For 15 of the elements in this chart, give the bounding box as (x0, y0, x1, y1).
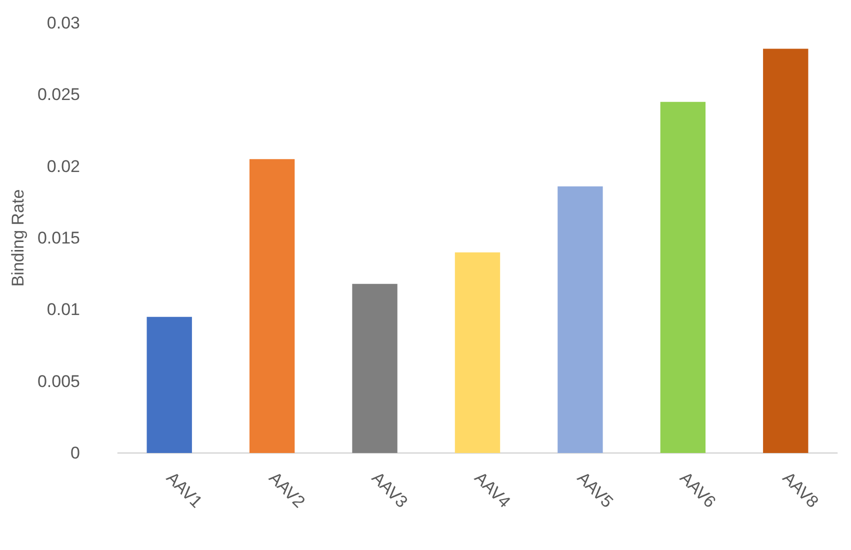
y-tick-label: 0.02 (46, 156, 80, 176)
bar (146, 316, 192, 453)
y-axis-title: Binding Rate (8, 189, 28, 287)
bar (763, 48, 808, 453)
bar (454, 252, 500, 453)
bar (352, 284, 398, 453)
y-tick-label: 0.03 (46, 14, 80, 32)
bar (249, 159, 295, 453)
y-tick-label: 0 (70, 444, 80, 462)
y-tick-label: 0.025 (37, 85, 80, 104)
bar (558, 186, 603, 453)
y-tick-label: 0.005 (37, 372, 80, 391)
y-tick-label: 0.015 (37, 228, 80, 248)
bar (660, 102, 706, 453)
y-tick-label: 0.01 (46, 300, 80, 320)
